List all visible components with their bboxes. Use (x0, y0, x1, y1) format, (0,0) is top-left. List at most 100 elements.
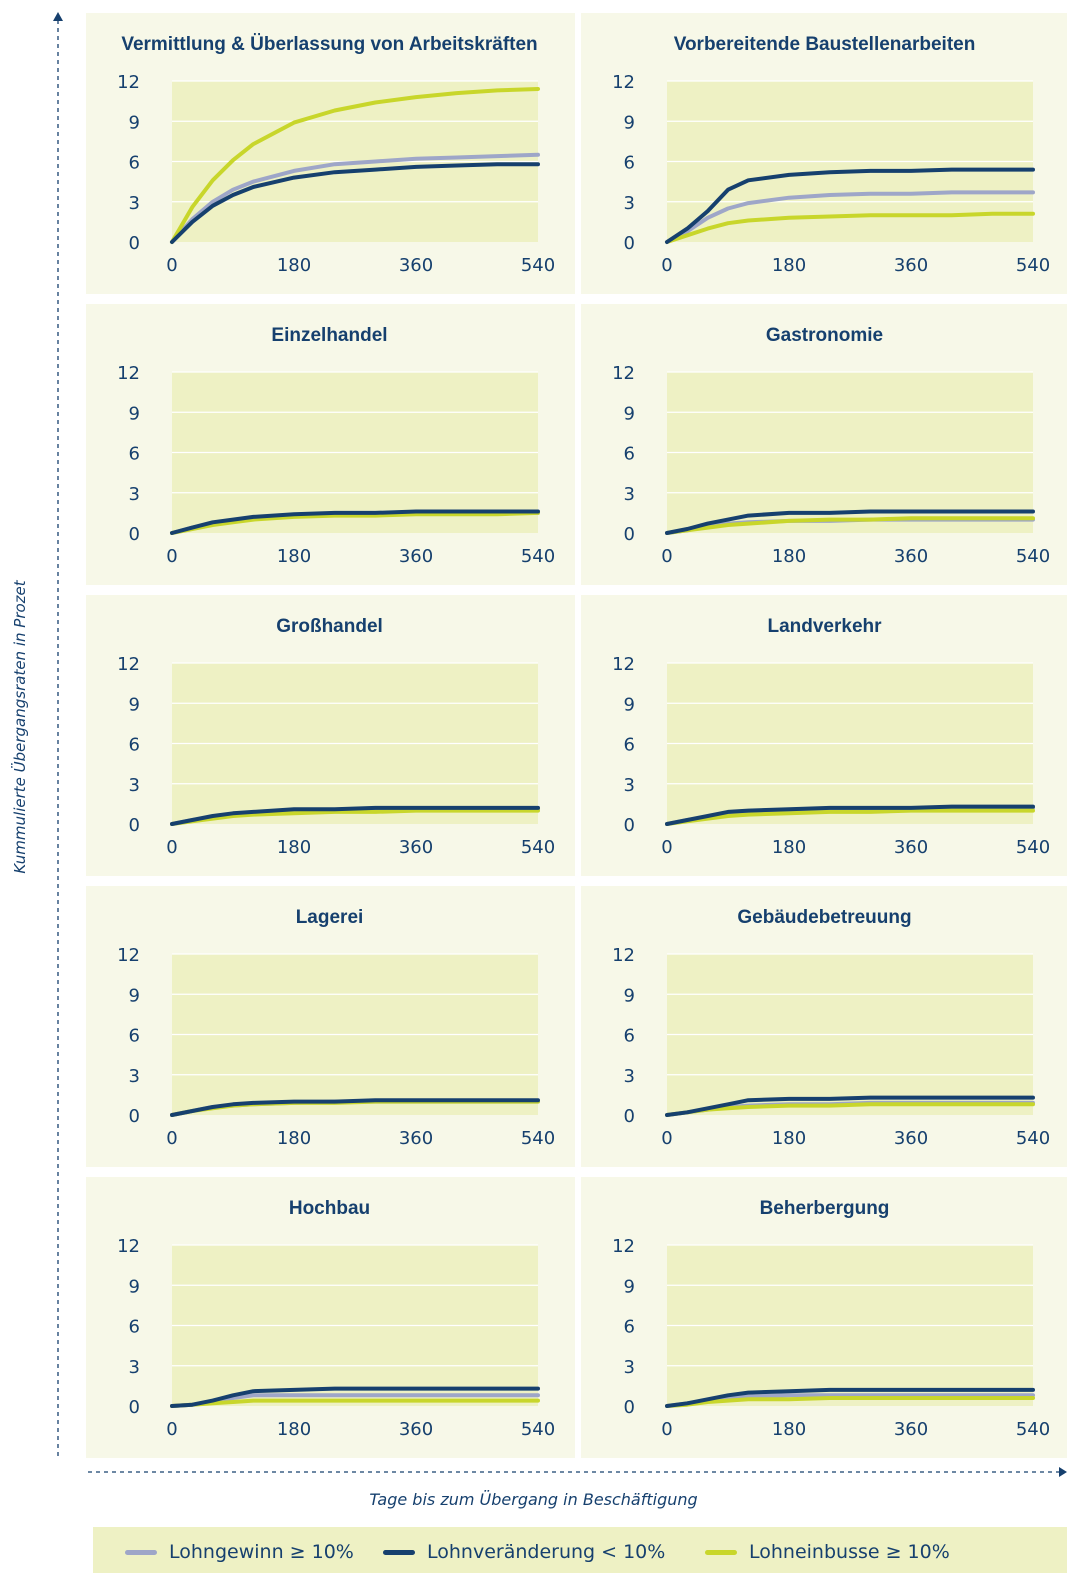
panel-5-ytick-label: 3 (129, 775, 140, 796)
panel-2-series-lohneinbusse (665, 211, 1035, 244)
panel-8-xtick-label: 180 (772, 1128, 806, 1149)
panel-10-xtick-label: 360 (894, 1419, 928, 1440)
panel-2-ytick-label: 9 (624, 112, 635, 133)
panel-9-xtick-label: 0 (166, 1419, 177, 1440)
panel-1-title: Vermittlung & Überlassung von Arbeitskrä… (121, 34, 537, 55)
panel-3-xtick-label: 360 (399, 546, 433, 567)
panel-2-xtick-label: 540 (1016, 255, 1050, 276)
panel-3-xtick-label: 540 (521, 546, 555, 567)
panel-8-title: Gebäudebetreuung (737, 907, 911, 928)
panel-6-xtick-label: 360 (894, 837, 928, 858)
panel-7-xtick-label: 360 (399, 1128, 433, 1149)
panel-2-series-lohngewinn (665, 190, 1035, 244)
panel-9-xtick-label: 540 (521, 1419, 555, 1440)
panel-5-xtick-label: 540 (521, 837, 555, 858)
panel-4-xtick-label: 180 (772, 546, 806, 567)
panel-5-ytick-label: 0 (129, 815, 140, 836)
panel-4-ytick-label: 0 (624, 524, 635, 545)
panel-1-xtick-label: 360 (399, 255, 433, 276)
panel-10-ytick-label: 6 (624, 1317, 635, 1338)
legend-swatch-lohngewinn (125, 1549, 157, 1555)
panel-5-ytick-label: 6 (129, 735, 140, 756)
panel-5-xtick-label: 0 (166, 837, 177, 858)
panel-5-xtick-label: 180 (277, 837, 311, 858)
panel-1-series-lohneinbusse (170, 87, 540, 244)
panel-5-series-lohnveraenderung (170, 805, 540, 826)
panel-6-ytick-label: 3 (624, 775, 635, 796)
panel-7-title: Lagerei (296, 907, 364, 928)
panel-6: Landverkehr 0 3 6 9 12 0 180 360 540 (581, 595, 1067, 876)
panel-6-xtick-label: 180 (772, 837, 806, 858)
panel-3-series-lohneinbusse (170, 510, 540, 535)
panel-8-ytick-label: 0 (624, 1106, 635, 1127)
legend-swatch-lohneinbusse (705, 1549, 737, 1555)
legend-label-lohnveraenderung: Lohnveränderung < 10% (427, 1541, 666, 1563)
x-axis-arrow-head (1059, 1467, 1067, 1477)
panel-8-ytick-label: 3 (624, 1066, 635, 1087)
panel-1-series-lohnveraenderung (170, 162, 540, 244)
panel-4-ytick-label: 3 (624, 484, 635, 505)
panel-2-series-lohnveraenderung (665, 167, 1035, 244)
panel-4-xtick-label: 0 (661, 546, 672, 567)
panel-9: Hochbau 0 3 6 9 12 0 180 360 540 (86, 1177, 575, 1458)
panel-6-ytick-label: 6 (624, 735, 635, 756)
legend-label-lohngewinn: Lohngewinn ≥ 10% (169, 1541, 354, 1563)
panel-6-ytick-label: 9 (624, 694, 635, 715)
panel-9-ytick-label: 9 (129, 1276, 140, 1297)
panel-2-xtick-label: 0 (661, 255, 672, 276)
panel-1-xtick-label: 180 (277, 255, 311, 276)
legend-swatch-lohnveraenderung (383, 1549, 415, 1555)
panel-8-ytick-label: 12 (612, 945, 635, 966)
panel-5-title: Großhandel (276, 616, 383, 637)
panel-5: Großhandel 0 3 6 9 12 0 180 360 540 (86, 595, 575, 876)
panel-1: Vermittlung & Überlassung von Arbeitskrä… (86, 13, 575, 294)
panel-7-ytick-label: 12 (117, 945, 140, 966)
panel-8-ytick-label: 9 (624, 985, 635, 1006)
panel-3-ytick-label: 9 (129, 403, 140, 424)
panel-1-ytick-label: 3 (129, 193, 140, 214)
panel-5-xtick-label: 360 (399, 837, 433, 858)
panel-2: Vorbereitende Baustellenarbeiten 0 3 6 9 12 0 1… (581, 13, 1067, 294)
panel-6-ytick-label: 0 (624, 815, 635, 836)
panel-6-series-lohnveraenderung (665, 804, 1035, 826)
panel-4-series-lohnveraenderung (665, 509, 1035, 535)
panel-2-ytick-label: 0 (624, 233, 635, 254)
legend-item-lohneinbusse: Lohneinbusse ≥ 10% (705, 1541, 950, 1563)
y-axis-caption: Kummulierte Übergangsraten in Prozet (11, 580, 29, 874)
panel-1-ytick-label: 6 (129, 153, 140, 174)
panel-2-xtick-label: 180 (772, 255, 806, 276)
panel-3-ytick-label: 3 (129, 484, 140, 505)
panel-3-ytick-label: 12 (117, 363, 140, 384)
panel-7-xtick-label: 180 (277, 1128, 311, 1149)
panel-3-title: Einzelhandel (271, 325, 387, 346)
panel-2-ytick-label: 6 (624, 153, 635, 174)
panel-8-xtick-label: 540 (1016, 1128, 1050, 1149)
panel-10-title: Beherbergung (760, 1198, 890, 1219)
x-axis-caption: Tage bis zum Übergang in Beschäftigung (369, 1490, 698, 1509)
legend-item-lohngewinn: Lohngewinn ≥ 10% (125, 1541, 354, 1563)
panel-1-ytick-label: 9 (129, 112, 140, 133)
panel-6-title: Landverkehr (767, 616, 882, 637)
panel-4-xtick-label: 540 (1016, 546, 1050, 567)
panel-2-ytick-label: 3 (624, 193, 635, 214)
panel-2-title: Vorbereitende Baustellenarbeiten (674, 34, 976, 55)
panel-10-ytick-label: 0 (624, 1397, 635, 1418)
panel-10: Beherbergung 0 3 6 9 12 0 180 360 540 (581, 1177, 1067, 1458)
panel-8-series-lohnveraenderung (665, 1095, 1035, 1117)
panel-9-ytick-label: 6 (129, 1317, 140, 1338)
panel-1-ytick-label: 12 (117, 72, 140, 93)
panel-9-xtick-label: 360 (399, 1419, 433, 1440)
panel-4-series-lohneinbusse (665, 516, 1035, 535)
panel-10-xtick-label: 180 (772, 1419, 806, 1440)
panel-6-ytick-label: 12 (612, 654, 635, 675)
y-axis-arrow-head (53, 12, 63, 21)
panel-4-xtick-label: 360 (894, 546, 928, 567)
panel-7-ytick-label: 9 (129, 985, 140, 1006)
panel-7-xtick-label: 0 (166, 1128, 177, 1149)
panel-4: Gastronomie 0 3 6 9 12 0 180 360 540 (581, 304, 1067, 585)
panel-9-ytick-label: 3 (129, 1357, 140, 1378)
panel-7-ytick-label: 3 (129, 1066, 140, 1087)
panel-10-xtick-label: 540 (1016, 1419, 1050, 1440)
